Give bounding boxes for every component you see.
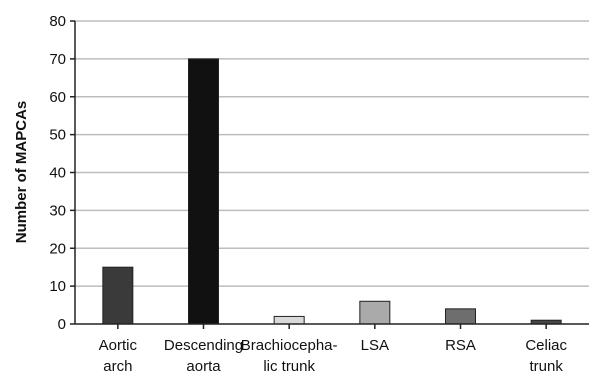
gridlines xyxy=(75,21,589,286)
y-tick-label: 50 xyxy=(49,127,66,144)
bar xyxy=(446,309,476,324)
bar xyxy=(189,59,219,324)
x-category-label-line: Aortic xyxy=(99,337,138,354)
x-category-label-line: Brachiocepha- xyxy=(241,337,338,354)
x-category-label: LSA xyxy=(361,337,389,354)
y-tick-label: 40 xyxy=(49,165,66,182)
x-category-label: Celiac trunk xyxy=(525,337,567,375)
x-category-label-line: RSA xyxy=(445,337,476,354)
y-tick-label: 30 xyxy=(49,202,66,219)
y-tick-label: 20 xyxy=(49,240,66,257)
y-tick-label: 10 xyxy=(49,278,66,295)
x-category-labels: Aortic arch Descending aorta Brachiocepha-li… xyxy=(99,324,568,375)
bar xyxy=(360,301,390,324)
x-category-label-line: arch xyxy=(103,358,132,375)
x-category-label: Brachiocepha-lic trunk xyxy=(241,337,338,375)
x-category-label-line: trunk xyxy=(529,358,563,375)
x-category-label: RSA xyxy=(445,337,476,354)
bar xyxy=(103,267,133,324)
y-tick-label: 0 xyxy=(58,316,66,333)
x-category-label: Descending aorta xyxy=(164,337,243,375)
x-category-label-line: lic trunk xyxy=(263,358,315,375)
x-category-label-line: aorta xyxy=(186,358,221,375)
bar xyxy=(274,316,304,324)
x-category-label: Aortic arch xyxy=(99,337,138,375)
x-category-label-line: Descending xyxy=(164,337,243,354)
y-tick-label: 70 xyxy=(49,51,66,68)
x-category-label-line: LSA xyxy=(361,337,389,354)
y-tick-label: 60 xyxy=(49,89,66,106)
bars xyxy=(103,59,561,324)
y-tick-labels: 0 10 20 30 40 50 60 70 80 xyxy=(49,13,75,333)
y-tick-label: 80 xyxy=(49,13,66,30)
x-category-label-line: Celiac xyxy=(525,337,567,354)
y-axis-title: Number of MAPCAs xyxy=(13,101,30,244)
